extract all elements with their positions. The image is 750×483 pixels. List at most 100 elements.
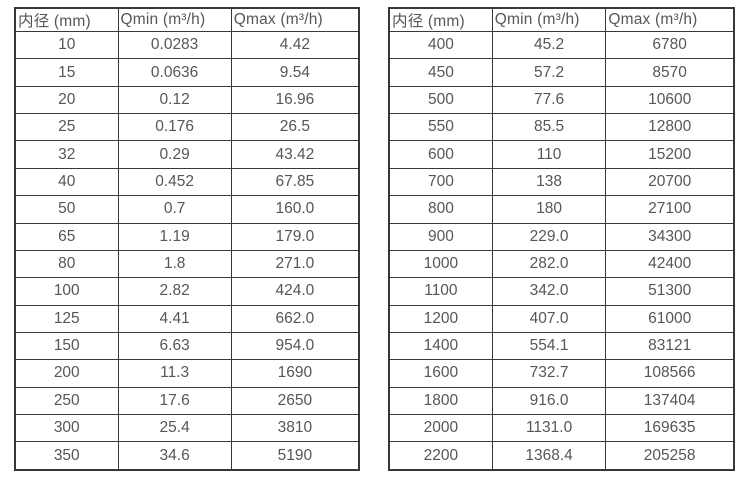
cell-qmax: 8570	[605, 58, 735, 87]
cell-diameter: 10	[14, 30, 119, 60]
cell-diameter: 450	[388, 58, 493, 87]
table-row: 1200 407.0 61000	[388, 304, 735, 333]
cell-qmin: 732.7	[491, 359, 607, 388]
cell-diameter: 550	[388, 113, 493, 142]
cell-qmax: 205258	[605, 441, 735, 471]
cell-qmax: 179.0	[230, 222, 360, 251]
cell-qmax: 61000	[605, 304, 735, 333]
cell-diameter: 25	[14, 113, 119, 142]
cell-qmin: 11.3	[117, 359, 232, 388]
cell-diameter: 500	[388, 85, 493, 115]
cell-qmax: 51300	[605, 277, 735, 306]
cell-diameter: 150	[14, 331, 119, 361]
cell-qmax: 169635	[605, 414, 735, 443]
table-row: 400 45.2 6780	[388, 30, 735, 60]
cell-qmin: 180	[491, 195, 607, 224]
table-row: 450 57.2 8570	[388, 58, 735, 87]
table-row: 200 11.3 1690	[14, 359, 360, 388]
cell-diameter: 32	[14, 140, 119, 169]
cell-qmin: 4.41	[117, 304, 232, 333]
table-row: 900 229.0 34300	[388, 222, 735, 251]
cell-qmin: 916.0	[491, 386, 607, 416]
cell-qmax: 108566	[605, 359, 735, 388]
cell-qmax: 3810	[230, 414, 360, 443]
cell-qmax: 67.85	[230, 167, 360, 197]
table-row: 50 0.7 160.0	[14, 195, 360, 224]
cell-qmax: 10600	[605, 85, 735, 115]
table-row: 550 85.5 12800	[388, 113, 735, 142]
cell-qmin: 77.6	[491, 85, 607, 115]
table-row: 80 1.8 271.0	[14, 249, 360, 279]
table-row: 150 6.63 954.0	[14, 331, 360, 361]
cell-diameter: 2200	[388, 441, 493, 471]
cell-qmin: 25.4	[117, 414, 232, 443]
cell-qmin: 0.452	[117, 167, 232, 197]
table-row: 250 17.6 2650	[14, 386, 360, 416]
cell-qmax: 15200	[605, 140, 735, 169]
cell-qmin: 282.0	[491, 249, 607, 279]
table-row: 800 180 27100	[388, 195, 735, 224]
cell-qmax: 6780	[605, 30, 735, 60]
header-qmax: Qmax (m³/h)	[605, 7, 735, 32]
cell-qmax: 26.5	[230, 113, 360, 142]
cell-qmin: 110	[491, 140, 607, 169]
cell-diameter: 1400	[388, 331, 493, 361]
cell-qmax: 20700	[605, 167, 735, 197]
cell-qmax: 27100	[605, 195, 735, 224]
cell-qmin: 1131.0	[491, 414, 607, 443]
cell-diameter: 1200	[388, 304, 493, 333]
table-row: 500 77.6 10600	[388, 85, 735, 115]
table-row: 15 0.0636 9.54	[14, 58, 360, 87]
flow-spec-table-small-diameters: 内径 (mm) Qmin (m³/h) Qmax (m³/h) 10 0.0283 4.4…	[14, 7, 360, 471]
table-row: 10 0.0283 4.42	[14, 30, 360, 60]
cell-qmin: 407.0	[491, 304, 607, 333]
table-row: 350 34.6 5190	[14, 441, 360, 471]
cell-qmin: 34.6	[117, 441, 232, 471]
cell-qmin: 1.8	[117, 249, 232, 279]
cell-qmax: 160.0	[230, 195, 360, 224]
cell-qmin: 0.0636	[117, 58, 232, 87]
cell-qmin: 0.29	[117, 140, 232, 169]
cell-qmin: 0.7	[117, 195, 232, 224]
cell-diameter: 15	[14, 58, 119, 87]
cell-diameter: 2000	[388, 414, 493, 443]
cell-diameter: 80	[14, 249, 119, 279]
flow-spec-table-large-diameters: 内径 (mm) Qmin (m³/h) Qmax (m³/h) 400 45.2 6780…	[388, 7, 735, 471]
cell-qmin: 2.82	[117, 277, 232, 306]
cell-qmax: 271.0	[230, 249, 360, 279]
cell-qmin: 0.0283	[117, 30, 232, 60]
cell-diameter: 400	[388, 30, 493, 60]
cell-qmax: 16.96	[230, 85, 360, 115]
cell-qmin: 0.176	[117, 113, 232, 142]
cell-qmax: 4.42	[230, 30, 360, 60]
header-diameter: 内径 (mm)	[14, 7, 119, 32]
table-row: 25 0.176 26.5	[14, 113, 360, 142]
cell-diameter: 65	[14, 222, 119, 251]
cell-qmin: 138	[491, 167, 607, 197]
cell-diameter: 600	[388, 140, 493, 169]
header-qmin: Qmin (m³/h)	[491, 7, 607, 32]
cell-qmin: 0.12	[117, 85, 232, 115]
header-qmin: Qmin (m³/h)	[117, 7, 232, 32]
table-row: 100 2.82 424.0	[14, 277, 360, 306]
cell-qmax: 137404	[605, 386, 735, 416]
table-row: 600 110 15200	[388, 140, 735, 169]
cell-diameter: 1600	[388, 359, 493, 388]
cell-qmax: 34300	[605, 222, 735, 251]
cell-qmin: 1368.4	[491, 441, 607, 471]
cell-diameter: 250	[14, 386, 119, 416]
table-row: 300 25.4 3810	[14, 414, 360, 443]
cell-qmax: 954.0	[230, 331, 360, 361]
cell-diameter: 1000	[388, 249, 493, 279]
cell-qmin: 17.6	[117, 386, 232, 416]
table-row: 1100 342.0 51300	[388, 277, 735, 306]
cell-qmax: 5190	[230, 441, 360, 471]
cell-diameter: 50	[14, 195, 119, 224]
cell-diameter: 100	[14, 277, 119, 306]
cell-qmin: 45.2	[491, 30, 607, 60]
cell-diameter: 200	[14, 359, 119, 388]
table-row: 700 138 20700	[388, 167, 735, 197]
cell-qmax: 43.42	[230, 140, 360, 169]
cell-qmin: 6.63	[117, 331, 232, 361]
